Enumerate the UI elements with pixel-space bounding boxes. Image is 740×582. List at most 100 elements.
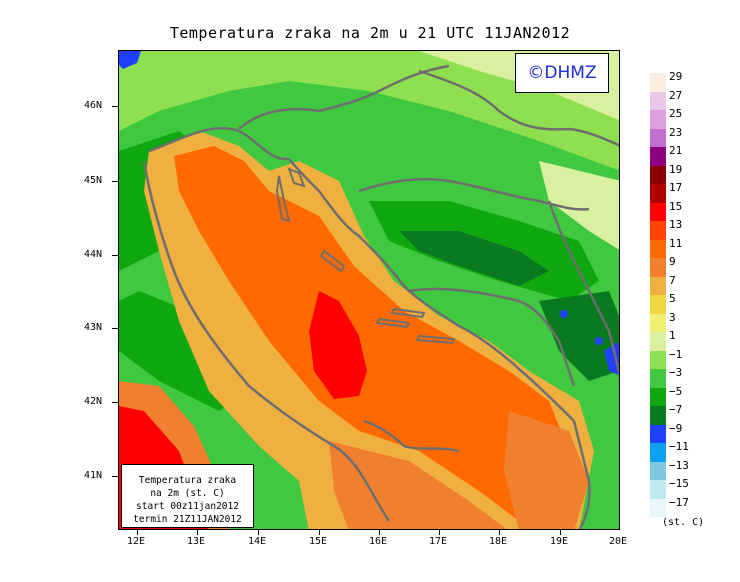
legend-label: 9 <box>669 255 676 268</box>
island-cres <box>275 175 291 223</box>
legend-swatch <box>650 276 666 295</box>
lat-label-44n: 44N <box>84 249 103 260</box>
legend-label: −7 <box>669 403 683 416</box>
legend-label: −17 <box>669 495 689 509</box>
temperature-map <box>118 50 620 530</box>
legend-unit: (st. C) <box>662 517 705 528</box>
land-light-east <box>539 161 619 250</box>
legend-swatch <box>650 91 666 110</box>
legend-swatch <box>650 313 666 332</box>
legend-swatch <box>650 443 666 462</box>
info-line-1: Temperatura zraka <box>138 475 237 486</box>
legend-swatch <box>650 221 666 240</box>
lat-label-43n: 43N <box>84 322 103 333</box>
sea-southeast-band <box>504 411 589 529</box>
lat-label-41n: 41N <box>84 470 103 481</box>
legend-label: −1 <box>669 347 683 361</box>
legend-label: −9 <box>669 421 683 435</box>
legend-swatch <box>650 295 666 314</box>
lat-tick <box>112 476 118 477</box>
legend-swatch <box>650 165 666 184</box>
copyright-label: ©DHMZ <box>515 53 609 93</box>
lon-label-19e: 19E <box>550 536 569 547</box>
island-korcula <box>415 334 456 345</box>
legend-label: 17 <box>669 181 683 194</box>
legend-swatch <box>650 332 666 351</box>
legend-swatch <box>650 480 666 499</box>
border-croatia-bosnia <box>358 177 590 211</box>
legend-swatch <box>650 184 666 203</box>
lat-tick <box>112 106 118 107</box>
legend-swatch <box>650 424 666 443</box>
legend-swatch <box>650 147 666 166</box>
legend-label: 23 <box>669 125 683 139</box>
info-line-4: termin 21Z11JAN2012 <box>133 514 242 525</box>
sea-core-south <box>329 441 507 529</box>
cold-spot-northwest <box>119 51 141 69</box>
lat-tick <box>112 402 118 403</box>
info-line-3: start 00z11jan2012 <box>136 501 239 512</box>
border-slovenia <box>238 64 450 130</box>
map-title: Temperatura zraka na 2m u 21 UTC 11JAN20… <box>169 24 571 42</box>
island-krk <box>287 167 306 188</box>
legend-swatch <box>650 73 666 92</box>
info-box: Temperatura zraka na 2m (st. C) start 00… <box>121 464 254 528</box>
border-albania <box>572 420 591 529</box>
lon-label-18e: 18E <box>489 536 508 547</box>
lon-label-17e: 17E <box>429 536 448 547</box>
lon-tick <box>439 530 440 535</box>
legend-label: −3 <box>669 366 683 379</box>
lat-tick <box>112 181 118 182</box>
legend-swatch <box>650 202 666 221</box>
gargano-coast <box>363 419 460 453</box>
land-light-north <box>119 51 619 171</box>
legend-label: 27 <box>669 88 683 102</box>
lon-label-16e: 16E <box>369 536 388 547</box>
lon-label-14e: 14E <box>248 536 267 547</box>
legend-label: 11 <box>669 236 683 250</box>
legend-label: −5 <box>669 384 683 398</box>
lon-tick <box>560 530 561 535</box>
lat-tick <box>112 328 118 329</box>
legend-swatch <box>650 128 666 147</box>
info-line-2: na 2m (st. C) <box>150 488 225 499</box>
lon-tick <box>258 530 259 535</box>
border-serbia <box>547 200 619 378</box>
legend-swatch <box>650 350 666 369</box>
legend-swatch <box>650 258 666 277</box>
cold-spot-east <box>595 337 603 345</box>
border-hungary <box>418 69 619 147</box>
legend-label: −11 <box>669 440 689 453</box>
legend-label: 29 <box>669 70 683 83</box>
lon-tick <box>319 530 320 535</box>
lat-tick <box>112 255 118 256</box>
lat-label-46n: 46N <box>84 100 103 111</box>
legend-swatch <box>650 406 666 425</box>
legend-swatch <box>650 369 666 388</box>
legend-label: −13 <box>669 458 689 472</box>
legend-swatch <box>650 110 666 129</box>
lat-label-45n: 45N <box>84 175 103 186</box>
legend-label: 7 <box>669 273 676 287</box>
lon-label-20e: 20E <box>609 536 628 547</box>
legend-label: 3 <box>669 310 676 324</box>
island-brac <box>390 307 426 319</box>
legend-label: 25 <box>669 107 683 120</box>
island-dugi <box>319 249 346 273</box>
lon-tick <box>197 530 198 535</box>
legend-label: 21 <box>669 144 683 157</box>
legend-label: 1 <box>669 329 676 342</box>
lon-label-12e: 12E <box>127 536 146 547</box>
lon-tick <box>137 530 138 535</box>
lon-tick <box>499 530 500 535</box>
lon-tick <box>379 530 380 535</box>
legend-swatch <box>650 387 666 406</box>
sea-hot-core <box>309 291 367 399</box>
legend-label: −15 <box>669 477 689 490</box>
coastline-italy <box>142 160 391 522</box>
legend-swatch <box>650 239 666 258</box>
legend-swatch <box>650 461 666 480</box>
map-canvas <box>119 51 619 529</box>
border-bosnia-south <box>408 287 576 387</box>
coastline-croatia <box>148 127 575 422</box>
